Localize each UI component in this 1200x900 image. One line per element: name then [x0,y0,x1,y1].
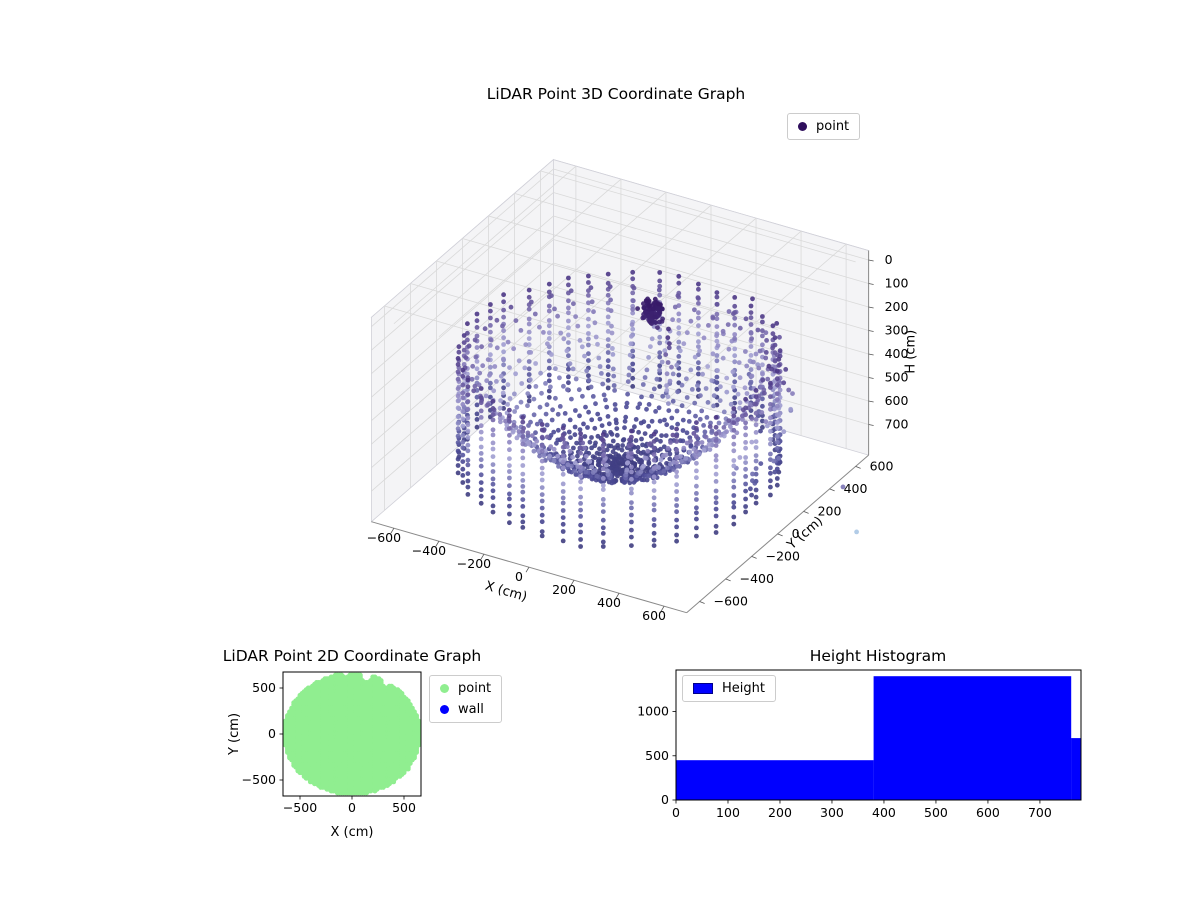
histogram-legend: Height [682,675,776,702]
svg-text:H (cm): H (cm) [904,330,919,374]
legend-row-wall: wall [440,702,491,717]
chart3d-legend: point [787,113,861,140]
svg-text:100: 100 [885,276,909,291]
chart2d-legend: point wall [429,675,503,723]
svg-text:200: 200 [552,582,576,597]
svg-text:400: 400 [885,346,909,361]
scatter3d-plot: −600−400−2000200400600−600−400−200020040… [367,158,919,623]
svg-text:−600: −600 [714,593,748,608]
svg-text:600: 600 [642,608,666,623]
legend-label-point2d: point [458,681,492,696]
svg-text:400: 400 [844,481,868,496]
svg-text:0: 0 [885,252,893,267]
svg-text:Y (cm): Y (cm) [784,514,826,554]
point-marker-icon [440,684,449,693]
legend-row-point: point [798,119,849,134]
svg-text:300: 300 [885,323,909,338]
point-marker-icon [798,122,807,131]
svg-text:500: 500 [885,370,909,385]
svg-text:−600: −600 [367,530,401,545]
svg-text:400: 400 [597,595,621,610]
svg-text:200: 200 [885,299,909,314]
svg-text:0: 0 [515,569,523,584]
svg-text:−200: −200 [766,548,800,563]
svg-text:−400: −400 [412,543,446,558]
legend-row-point2d: point [440,681,491,696]
svg-text:700: 700 [885,417,909,432]
legend-label-height: Height [722,681,765,696]
height-swatch-icon [693,683,713,694]
svg-text:200: 200 [818,503,842,518]
svg-text:0: 0 [792,526,800,541]
svg-text:−400: −400 [740,571,774,586]
legend-row-height: Height [693,681,765,696]
legend-label-point: point [816,119,850,134]
wall-marker-icon [440,705,449,714]
chart3d-title: LiDAR Point 3D Coordinate Graph [486,85,746,103]
svg-text:600: 600 [870,458,894,473]
histogram-title: Height Histogram [809,647,947,665]
svg-text:600: 600 [885,393,909,408]
svg-text:−200: −200 [457,556,491,571]
chart2d-title: LiDAR Point 2D Coordinate Graph [222,647,482,665]
legend-label-wall: wall [458,702,484,717]
